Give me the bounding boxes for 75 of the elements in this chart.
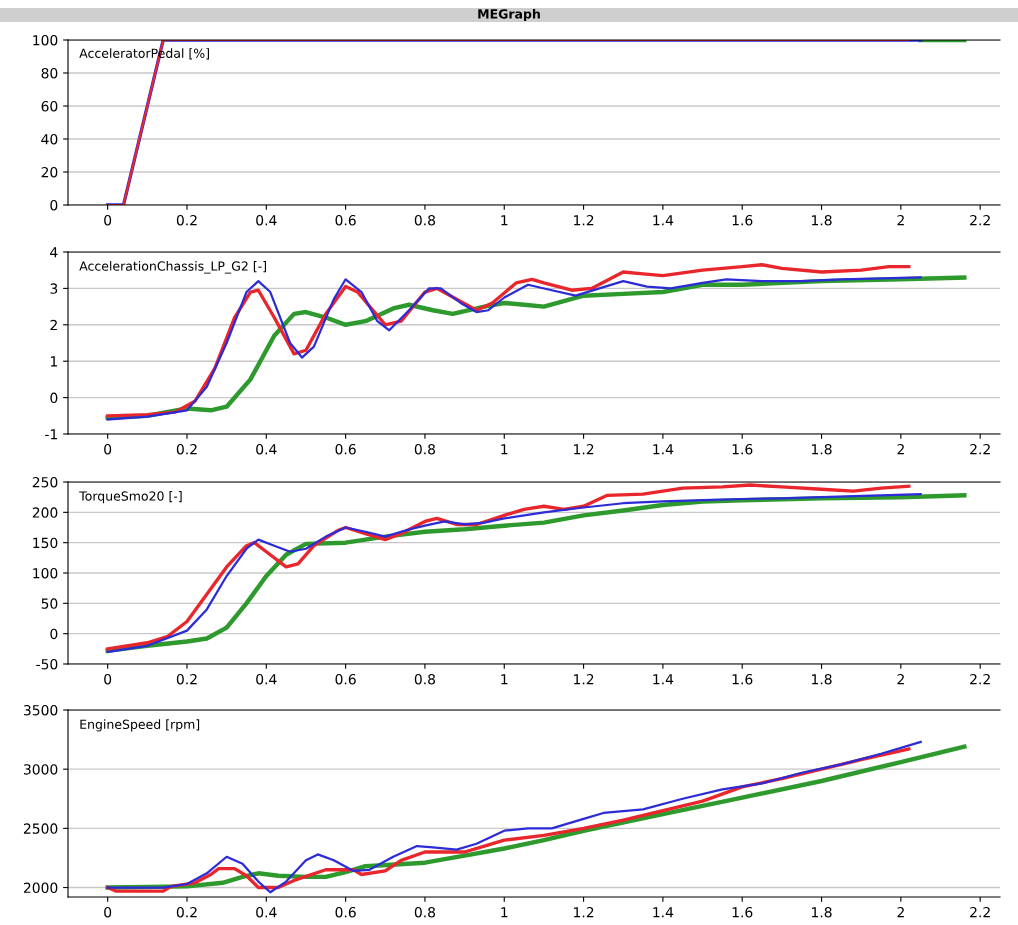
x-tick-label: 1.2 [574,906,594,918]
y-tick-label: 80 [41,67,58,79]
y-tick-label: 2500 [23,823,58,834]
text: AccelerationChassis_LP_G2 [-] [79,261,266,274]
x-tick-label: 0.2 [176,673,197,685]
x-tick-label: 0.8 [414,443,436,455]
x-tick-label: 1 [501,907,508,918]
y-tick-label: 4 [50,247,58,258]
x-tick-label: 0 [104,906,112,918]
x-tick-label: 2.2 [970,673,990,685]
x-tick-label: 0.6 [335,443,356,455]
x-tick-label: 1.8 [812,443,832,455]
y-tick-label: 20 [41,166,58,178]
x-tick-label: 1.4 [653,674,674,685]
x-tick-label: 1.4 [653,907,674,918]
x-tick-label: 1.6 [732,906,753,918]
y-tick-label: 200 [32,507,58,518]
x-tick-label: 2.2 [970,443,990,455]
x-tick-label: 0.6 [335,906,356,918]
y-tick-label: 2000 [23,882,58,894]
x-tick-label: 0.2 [176,214,197,226]
y-tick-label: 40 [41,133,58,145]
text: TorqueSmo20 [-] [79,491,182,504]
x-tick-label: 0.6 [335,214,356,226]
x-tick-label: 1.8 [812,906,832,918]
x-tick-label: 0.6 [335,673,356,685]
y-tick-label: 3000 [23,764,58,775]
x-tick-label: 0.4 [256,214,277,226]
x-tick-label: 2.2 [970,214,990,226]
y-tick-label: 3500 [23,704,58,716]
y-tick-label: 3 [50,283,58,294]
x-tick-label: 1.8 [812,673,832,685]
x-tick-label: 0.4 [256,906,277,918]
y-tick-label: 250 [32,476,58,488]
x-tick-label: 2 [897,673,904,685]
x-tick-label: 0 [104,214,112,226]
y-tick-label: 50 [41,598,58,609]
y-tick-label: 0 [50,628,58,640]
y-tick-label: 60 [41,100,58,112]
x-tick-label: 0.8 [414,214,436,226]
x-tick-label: 2 [897,214,904,226]
x-tick-label: 0.4 [256,673,277,685]
x-tick-label: 1.6 [732,673,753,685]
x-tick-label: 0.2 [176,906,197,918]
y-tick-label: 150 [33,537,58,549]
text: MEGraph [478,8,540,22]
x-tick-label: 1.2 [574,673,594,685]
y-tick-label: 0 [50,199,58,211]
x-tick-label: 1.8 [812,214,832,226]
y-tick-label: 100 [33,34,58,46]
x-tick-label: 2.2 [970,906,990,918]
x-tick-label: 2 [897,443,904,455]
x-tick-label: 1.4 [653,215,674,226]
text: EngineSpeed [rpm] [80,719,200,732]
x-tick-label: 0.2 [176,443,197,455]
x-tick-label: 1 [501,215,508,226]
x-tick-label: 1.2 [574,214,594,226]
x-tick-label: 0 [104,673,112,685]
y-tick-label: -1 [45,429,57,440]
y-tick-label: 0 [50,392,58,404]
x-tick-label: 2 [897,906,904,918]
x-tick-label: 1 [501,444,508,455]
x-tick-label: 1.2 [574,443,594,455]
y-tick-label: 2 [50,319,57,331]
x-tick-label: 0.8 [414,673,436,685]
x-tick-label: 1.6 [732,214,753,226]
y-tick-label: 1 [50,356,57,367]
y-tick-label: -50 [36,658,58,670]
x-tick-label: 1 [501,674,508,685]
y-tick-label: 100 [33,567,58,579]
x-tick-label: 0 [104,443,112,455]
x-tick-label: 0.8 [414,906,436,918]
x-tick-label: 0.4 [256,443,277,455]
x-tick-label: 1.6 [732,443,753,455]
x-tick-label: 1.4 [653,444,674,455]
